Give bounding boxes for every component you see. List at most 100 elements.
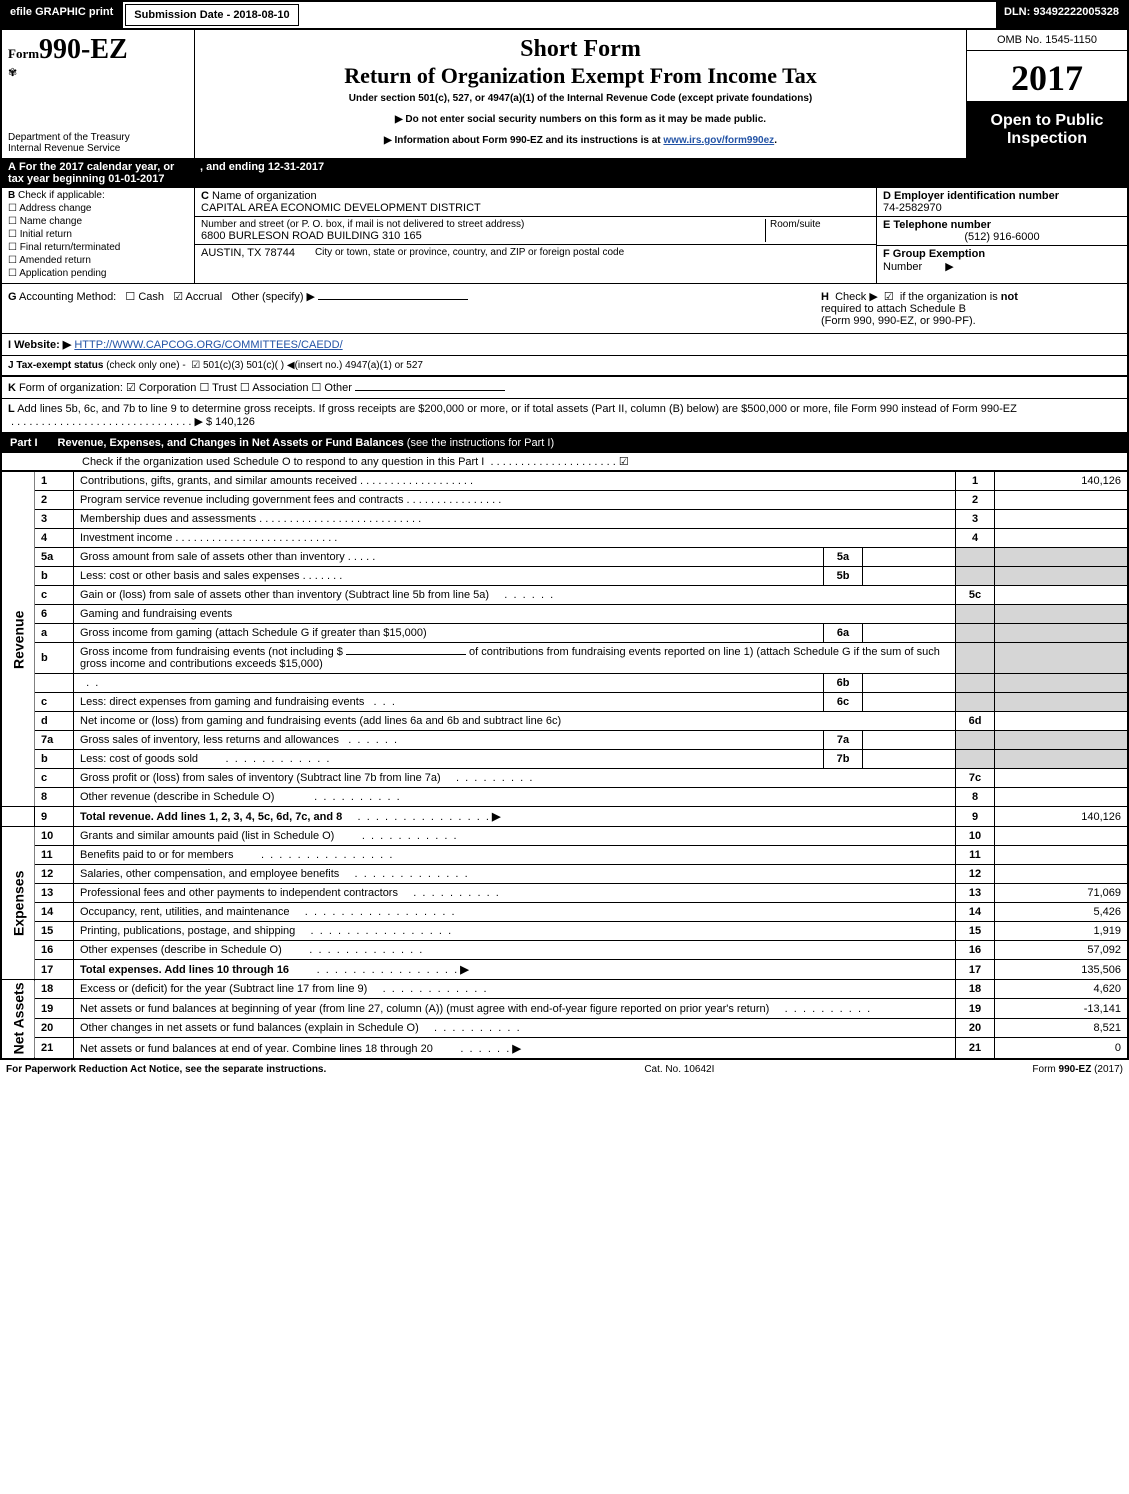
checkbox-final-return[interactable]: ☐ Final return/terminated — [8, 242, 188, 253]
val-17: 135,506 — [995, 960, 1128, 980]
part1-checkbox[interactable]: ☑ — [619, 456, 629, 468]
header: Form990-EZ ✾ Department of the Treasury … — [2, 30, 1127, 159]
num-1: 1 — [956, 472, 995, 491]
desc-5b: Less: cost or other basis and sales expe… — [80, 570, 300, 582]
val-21: 0 — [995, 1038, 1128, 1058]
l-amount: $ 140,126 — [206, 416, 255, 428]
line-a-mid: , and ending 12-31-2017 — [194, 159, 1127, 187]
boxes-bcde: B Check if applicable: ☐ Address change … — [2, 188, 1127, 284]
checkbox-amended-return[interactable]: ☐ Amended return — [8, 255, 188, 266]
mini-5b: 5b — [824, 567, 863, 586]
table-row: 2 Program service revenue including gove… — [2, 491, 1127, 510]
val-18: 4,620 — [995, 980, 1128, 999]
part1-title-paren: (see the instructions for Part I) — [407, 437, 554, 449]
k-other-input[interactable] — [355, 390, 505, 391]
arrow-9: ▶ — [492, 811, 500, 823]
cb-label-5: Application pending — [19, 268, 106, 279]
ein-row: D Employer identification number 74-2582… — [877, 188, 1127, 217]
val-8 — [995, 788, 1128, 807]
ln-14: 14 — [35, 903, 74, 922]
val-15: 1,919 — [995, 922, 1128, 941]
minival-6b — [863, 674, 956, 693]
ln-6: 6 — [35, 605, 74, 624]
l-arrow: ▶ — [194, 416, 202, 428]
irs-form-link[interactable]: www.irs.gov/form990ez — [663, 135, 774, 146]
part1-sub-label: Check if the organization used Schedule … — [82, 456, 484, 468]
checkbox-name-change[interactable]: ☐ Name change — [8, 216, 188, 227]
part1-header: Part I Revenue, Expenses, and Changes in… — [2, 433, 1127, 453]
desc-13: Professional fees and other payments to … — [80, 887, 398, 899]
ln-1: 1 — [35, 472, 74, 491]
ln-7a: 7a — [35, 731, 74, 750]
cash-option[interactable]: Cash — [138, 291, 164, 303]
l-text: Add lines 5b, 6c, and 7b to line 9 to de… — [17, 403, 1017, 415]
other-option[interactable]: Other (specify) ▶ — [231, 291, 315, 303]
table-row: c Gross profit or (loss) from sales of i… — [2, 769, 1127, 788]
val-5b-shade — [995, 567, 1128, 586]
num-17: 17 — [956, 960, 995, 980]
checkbox-initial-return[interactable]: ☐ Initial return — [8, 229, 188, 240]
table-row: 14 Occupancy, rent, utilities, and maint… — [2, 903, 1127, 922]
street-label: Number and street (or P. O. box, if mail… — [201, 219, 765, 230]
submission-date: Submission Date - 2018-08-10 — [125, 4, 298, 26]
num-20: 20 — [956, 1018, 995, 1037]
table-row: c Less: direct expenses from gaming and … — [2, 693, 1127, 712]
box-c: C Name of organization CAPITAL AREA ECON… — [195, 188, 877, 283]
table-row: d Net income or (loss) from gaming and f… — [2, 712, 1127, 731]
num-6c-shade — [956, 693, 995, 712]
accounting-method-label: Accounting Method: — [19, 291, 116, 303]
city-value: AUSTIN, TX 78744 — [201, 247, 295, 259]
checkbox-application-pending[interactable]: ☐ Application pending — [8, 268, 188, 279]
open-public-1: Open to Public — [971, 112, 1123, 130]
part1-subtext: Check if the organization used Schedule … — [2, 453, 1127, 471]
group-exemption-row: F Group Exemption Number ▶ — [877, 246, 1127, 275]
city-row: AUSTIN, TX 78744 City or town, state or … — [195, 245, 876, 261]
ln-11: 11 — [35, 846, 74, 865]
ln-9: 9 — [35, 807, 74, 827]
desc-6c: Less: direct expenses from gaming and fu… — [80, 696, 364, 708]
table-row: 9 Total revenue. Add lines 1, 2, 3, 4, 5… — [2, 807, 1127, 827]
6b-amount-input[interactable] — [346, 654, 466, 655]
num-6-shade — [956, 605, 995, 624]
num-6d: 6d — [956, 712, 995, 731]
desc-6: Gaming and fundraising events — [74, 605, 956, 624]
ln-15: 15 — [35, 922, 74, 941]
open-public-2: Inspection — [971, 130, 1123, 148]
val-6-shade — [995, 605, 1128, 624]
checkbox-address-change[interactable]: ☐ Address change — [8, 203, 188, 214]
num-3: 3 — [956, 510, 995, 529]
table-row: Expenses 10 Grants and similar amounts p… — [2, 827, 1127, 846]
form-990ez-text: 990-EZ — [39, 34, 128, 65]
desc-11: Benefits paid to or for members — [80, 849, 233, 861]
part1-table: Revenue 1 Contributions, gifts, grants, … — [2, 471, 1127, 1058]
ln-5a: 5a — [35, 548, 74, 567]
ln-10: 10 — [35, 827, 74, 846]
website-link[interactable]: HTTP://WWW.CAPCOG.ORG/COMMITTEES/CAEDD/ — [74, 339, 342, 351]
form-container: efile GRAPHIC print Submission Date - 20… — [0, 0, 1129, 1060]
phone-value: (512) 916-6000 — [883, 231, 1121, 243]
num-7a-shade — [956, 731, 995, 750]
efile-print-button[interactable]: efile GRAPHIC print — [2, 2, 123, 28]
line-a-text2: , and ending 12-31-2017 — [200, 161, 324, 173]
accrual-option[interactable]: Accrual — [186, 291, 223, 303]
val-19: -13,141 — [995, 999, 1128, 1018]
num-12: 12 — [956, 865, 995, 884]
other-specify-input[interactable] — [318, 299, 468, 300]
footer-center: Cat. No. 10642I — [326, 1064, 1032, 1075]
desc-7b: Less: cost of goods sold — [80, 753, 198, 765]
desc-5c: Gain or (loss) from sale of assets other… — [80, 589, 489, 601]
num-2: 2 — [956, 491, 995, 510]
line-a-left: A For the 2017 calendar year, or tax yea… — [2, 159, 194, 187]
table-row: b Gross income from fundraising events (… — [2, 643, 1127, 674]
ln-21: 21 — [35, 1038, 74, 1058]
desc-8: Other revenue (describe in Schedule O) — [80, 791, 274, 803]
arrow2-pre: ▶ Information about Form 990-EZ and its … — [384, 135, 663, 146]
desc-17: Total expenses. Add lines 10 through 16 — [80, 964, 289, 976]
name-label: Name of organization — [212, 190, 317, 202]
k-text[interactable]: Form of organization: ☑ Corporation ☐ Tr… — [19, 382, 352, 394]
ln-7c: c — [35, 769, 74, 788]
mini-7a: 7a — [824, 731, 863, 750]
mini-5a: 5a — [824, 548, 863, 567]
j-options[interactable]: 501(c)(3) 501(c)( ) ◀(insert no.) 4947(a… — [203, 360, 423, 371]
val-1: 140,126 — [995, 472, 1128, 491]
